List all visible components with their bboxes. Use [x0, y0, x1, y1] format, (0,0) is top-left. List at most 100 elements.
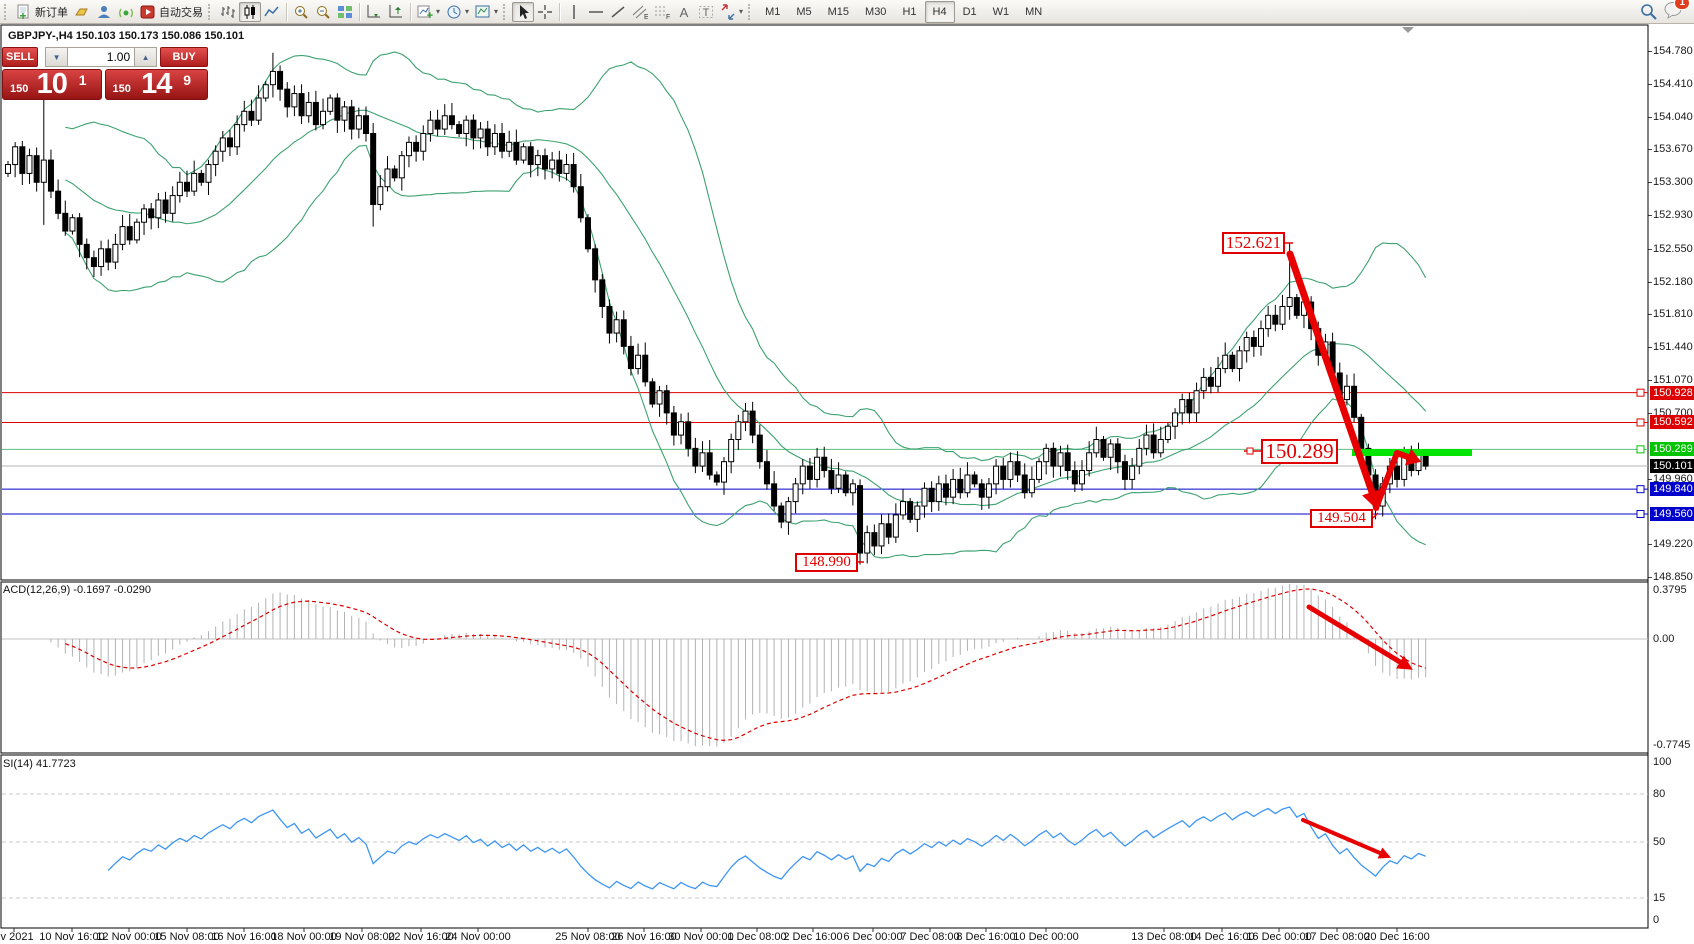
time-axis-label: 1 Dec 08:00 [727, 931, 787, 943]
time-axis-label: 6 Dec 00:00 [843, 931, 903, 943]
fibonacci-tool-button[interactable]: F [651, 2, 673, 22]
equidistant-channel-tool-button[interactable]: E [629, 2, 651, 22]
candlestick-chart-button[interactable] [239, 1, 261, 22]
arrows-tool-button[interactable]: ▾ [717, 2, 746, 22]
search-icon[interactable] [1640, 3, 1658, 21]
crosshair-tool-button[interactable] [534, 2, 556, 22]
volume-increase-button[interactable]: ▲ [134, 47, 158, 67]
buy-button[interactable]: BUY [160, 47, 208, 67]
autotrade-icon [140, 5, 155, 18]
buy-price-point: 9 [183, 72, 191, 88]
ingot-button[interactable] [71, 2, 93, 22]
volume-input[interactable] [68, 47, 135, 67]
level-line-anchor [1636, 388, 1645, 397]
new-chart-button[interactable]: + ▾ [414, 2, 443, 22]
buy-price-box[interactable]: 150 14 9 [104, 68, 208, 100]
timeframe-button-m1[interactable]: M1 [765, 5, 781, 18]
time-axis-label: 16 Nov 16:00 [211, 931, 277, 943]
trader-button[interactable] [93, 2, 115, 22]
price-annotation-label: 152.621 [1222, 232, 1285, 254]
rsi-axis-label: 15 [1653, 892, 1666, 904]
autotrade-button[interactable]: 自动交易 [137, 2, 206, 22]
timeframe-button-mn[interactable]: MN [1025, 5, 1043, 18]
timeframe-button-d1[interactable]: D1 [962, 5, 977, 18]
chart-shift-button[interactable] [385, 2, 407, 22]
template-button[interactable]: ▾ [472, 2, 501, 22]
time-axis-label: 2 Dec 16:00 [783, 931, 843, 943]
bar-chart-button[interactable] [217, 2, 239, 22]
notifications-button[interactable]: 1 [1664, 0, 1690, 22]
autotrade-label: 自动交易 [159, 6, 203, 19]
svg-text:+: + [19, 9, 26, 20]
buy-price-pips: 14 [141, 68, 172, 100]
timeframe-button-w1[interactable]: W1 [992, 5, 1010, 18]
toolbar-grip[interactable] [4, 3, 11, 20]
time-axis-label: 7 Dec 08:00 [900, 931, 960, 943]
fibonacci-icon: F [655, 6, 670, 20]
price-tick-dash [1648, 182, 1652, 184]
trendline-tool-button[interactable] [607, 2, 629, 22]
timeframe-button-h4[interactable]: H4 [924, 0, 955, 23]
cursor-tool-button[interactable] [512, 1, 535, 22]
time-axis-label: 13 Dec 08:00 [1131, 931, 1197, 943]
horizontal-line-tool-button[interactable] [585, 2, 607, 22]
macd-indicator-label: ACD(12,26,9) -0.1697 -0.0290 [3, 584, 151, 596]
toolbar-grip[interactable] [748, 3, 755, 20]
rsi-axis-label: 50 [1653, 836, 1666, 848]
notification-count-badge: 1 [1674, 0, 1690, 10]
main-pane [0, 24, 1649, 581]
price-tick-label: 153.670 [1653, 143, 1693, 156]
timeframe-button-m5[interactable]: M5 [796, 5, 812, 18]
bar-chart-icon [221, 5, 235, 18]
price-tick-label: 152.930 [1653, 209, 1693, 222]
horizontal-line-icon [589, 10, 604, 13]
auto-scroll-button[interactable] [363, 2, 385, 22]
volume-decrease-button[interactable]: ▼ [45, 47, 69, 67]
price-level-badge: 150.289 [1650, 442, 1694, 457]
trendline-icon [611, 5, 625, 18]
price-tick-dash [1648, 544, 1652, 546]
price-annotation-label: 149.504 [1310, 509, 1373, 528]
zoom-in-icon [295, 5, 308, 19]
price-tick-dash [1648, 281, 1652, 283]
timeframe-button-h1[interactable]: H1 [902, 5, 917, 18]
timeframe-button-m30[interactable]: M30 [865, 5, 887, 18]
time-axis-label: 12 Nov 00:00 [96, 931, 162, 943]
price-tick-dash [1648, 347, 1652, 349]
candlestick-chart-icon [244, 4, 255, 19]
toolbar-grip[interactable] [208, 3, 215, 20]
sell-button[interactable]: SELL [2, 47, 39, 67]
vertical-line-tool-button[interactable] [563, 2, 585, 22]
price-level-badge: 149.840 [1650, 482, 1694, 497]
period-button[interactable]: ▾ [443, 2, 472, 22]
text-tool-button[interactable]: A [673, 2, 695, 22]
new-order-button[interactable]: + 新订单 [13, 2, 71, 22]
tile-windows-icon [338, 5, 352, 18]
timeframe-button-m15[interactable]: M15 [827, 5, 850, 18]
zoom-in-button[interactable] [290, 2, 312, 22]
line-chart-button[interactable] [261, 2, 283, 22]
time-axis-label: 10 Nov 16:00 [39, 931, 105, 943]
template-icon [475, 5, 490, 17]
sell-price-figure: 150 [10, 83, 29, 95]
trend-arrow [1301, 818, 1382, 855]
macd-histogram [50, 584, 1427, 747]
price-tick-label: 152.550 [1653, 242, 1693, 255]
sell-price-box[interactable]: 150 10 1 [2, 69, 102, 100]
trend-arrow [1306, 604, 1403, 665]
zoom-out-button[interactable] [312, 2, 334, 22]
tile-windows-button[interactable] [334, 2, 356, 22]
new-chart-icon: + [417, 5, 433, 20]
chevron-down-icon: ▾ [436, 6, 441, 16]
text-label-tool-button[interactable]: T [695, 2, 717, 22]
macd-signal-line [65, 588, 1426, 742]
time-axis-label: 26 Nov 16:00 [611, 931, 677, 943]
signal-button[interactable] [115, 2, 137, 22]
price-tick-label: 149.960 [1653, 472, 1693, 485]
toolbar-grip[interactable] [503, 3, 510, 20]
trend-arrow [1373, 450, 1411, 511]
time-axis-label: 8 Dec 16:00 [956, 931, 1016, 943]
sell-price-pips: 10 [36, 68, 68, 100]
